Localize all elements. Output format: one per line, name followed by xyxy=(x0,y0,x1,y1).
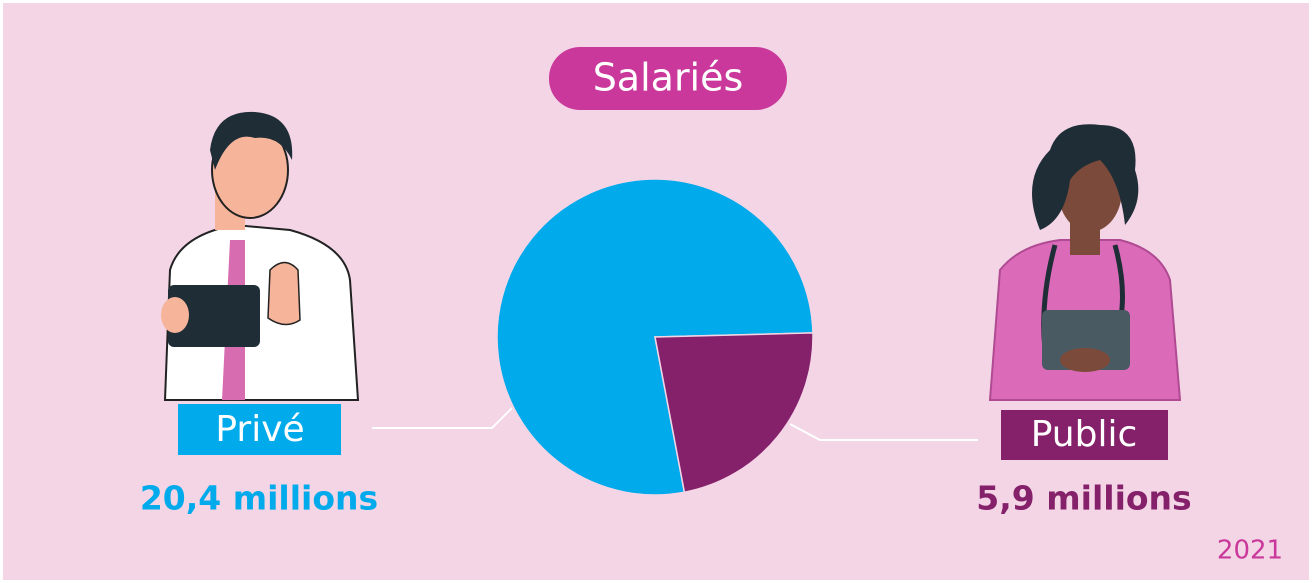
pie xyxy=(496,178,814,496)
leader-line xyxy=(372,407,513,429)
woman-illustration xyxy=(988,124,1182,401)
year-annotation: 2021 xyxy=(1217,536,1283,566)
chart-title: Salariés xyxy=(593,56,744,100)
value-label: 20,4 millions xyxy=(140,479,378,518)
category-label: Privé xyxy=(215,409,304,450)
label-box xyxy=(1001,410,1168,460)
pie-slice xyxy=(654,332,814,494)
category-label: Public xyxy=(1031,414,1138,455)
title-pill xyxy=(549,47,787,110)
value-label: 5,9 millions xyxy=(976,479,1191,518)
leader-line xyxy=(789,423,978,441)
label-box xyxy=(178,404,341,455)
man-illustration xyxy=(161,111,360,401)
